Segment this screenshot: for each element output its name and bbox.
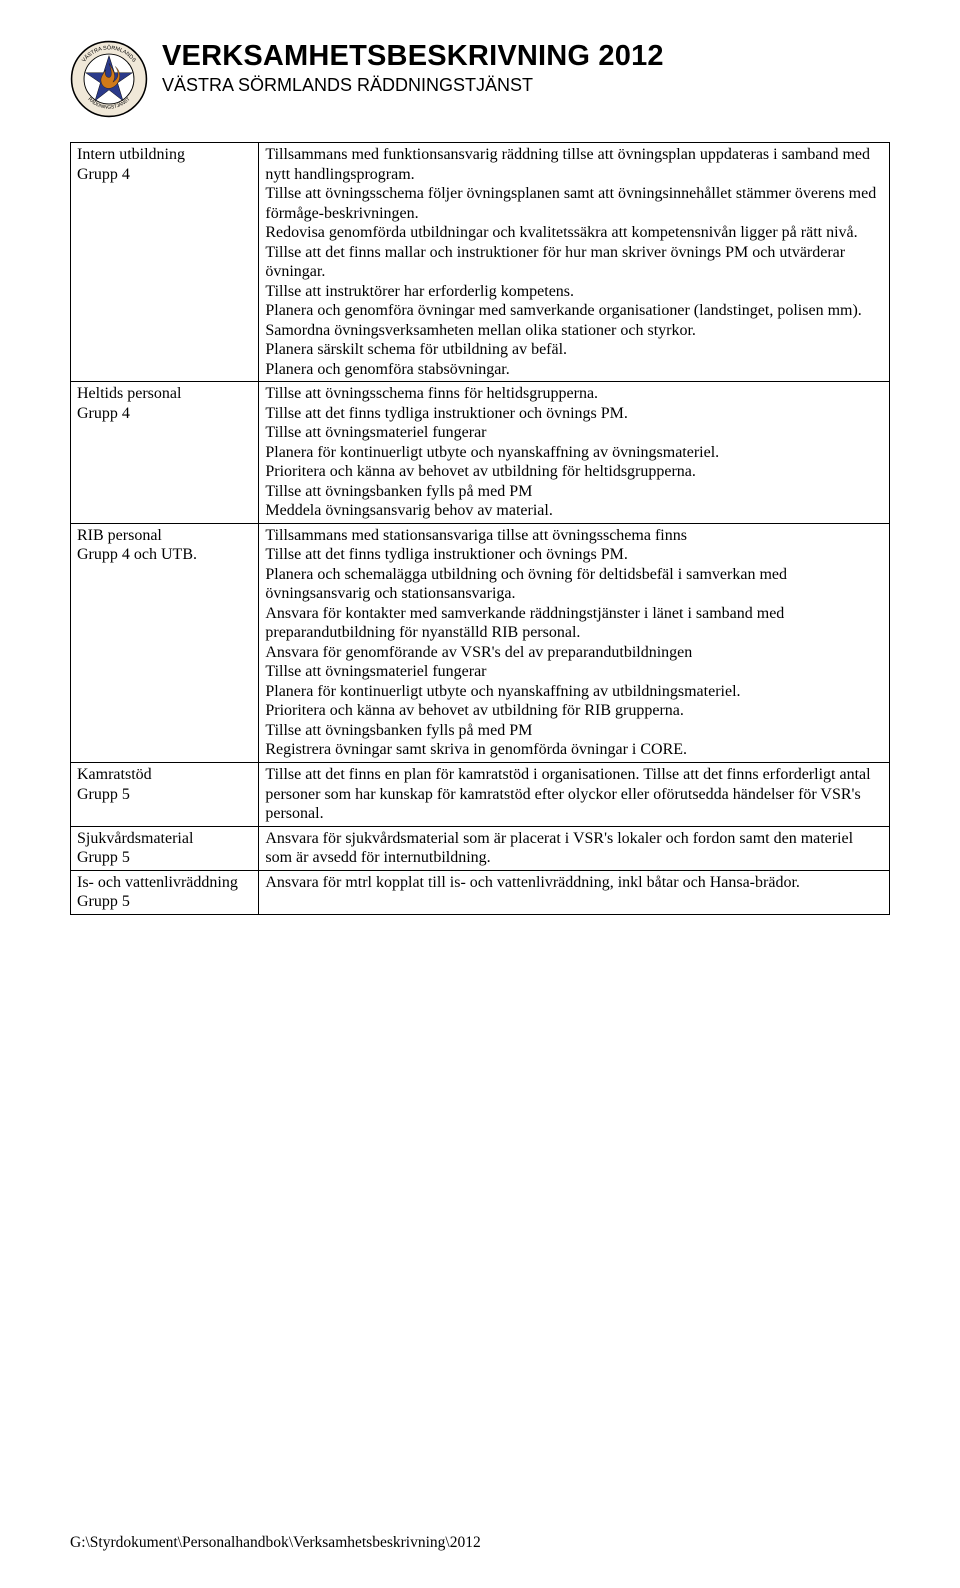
row-content-cell: Ansvara för mtrl kopplat till is- och va… (259, 870, 890, 914)
row-label-cell: Intern utbildningGrupp 4 (71, 143, 259, 382)
table-row: SjukvårdsmaterialGrupp 5Ansvara för sjuk… (71, 826, 890, 870)
row-label-line: Is- och vattenlivräddning (77, 873, 252, 893)
footer-path: G:\Styrdokument\Personalhandbok\Verksamh… (70, 1534, 481, 1552)
row-content-line: Planera särskilt schema för utbildning a… (265, 340, 883, 360)
row-content-line: Samordna övningsverksamheten mellan olik… (265, 321, 883, 341)
row-content-cell: Tillsammans med funktionsansvarig räddni… (259, 143, 890, 382)
row-label-line: Intern utbildning (77, 145, 252, 165)
page: VÄSTRA SÖRMLANDS RÄDDNINGSTJÄNST VERKSAM… (0, 0, 960, 1588)
row-content-line: Tillse att övningsbanken fylls på med PM (265, 482, 883, 502)
row-label-line: Grupp 4 och UTB. (77, 545, 252, 565)
row-content-cell: Tillsammans med stationsansvariga tillse… (259, 523, 890, 762)
row-content-line: Redovisa genomförda utbildningar och kva… (265, 223, 883, 243)
logo-svg: VÄSTRA SÖRMLANDS RÄDDNINGSTJÄNST (70, 40, 148, 118)
row-label-cell: SjukvårdsmaterialGrupp 5 (71, 826, 259, 870)
row-label-line: RIB personal (77, 526, 252, 546)
row-content-line: Meddela övningsansvarig behov av materia… (265, 501, 883, 521)
row-content-line: Planera för kontinuerligt utbyte och nya… (265, 443, 883, 463)
row-label-line: Grupp 5 (77, 848, 252, 868)
content-table: Intern utbildningGrupp 4Tillsammans med … (70, 142, 890, 915)
row-content-line: Registrera övningar samt skriva in genom… (265, 740, 883, 760)
row-label-cell: KamratstödGrupp 5 (71, 762, 259, 826)
row-label-line: Sjukvårdsmaterial (77, 829, 252, 849)
row-content-line: Ansvara för mtrl kopplat till is- och va… (265, 873, 883, 893)
row-content-line: Tillse att övningsschema följer övningsp… (265, 184, 883, 223)
row-label-line: Kamratstöd (77, 765, 252, 785)
row-content-line: Tillse att övningsmateriel fungerar (265, 662, 883, 682)
doc-title: VERKSAMHETSBESKRIVNING 2012 (162, 40, 890, 73)
row-content-line: Ansvara för genomförande av VSR's del av… (265, 643, 883, 663)
row-content-line: Tillse att det finns en plan för kamrats… (265, 765, 883, 824)
row-content-line: Prioritera och känna av behovet av utbil… (265, 462, 883, 482)
row-content-cell: Tillse att det finns en plan för kamrats… (259, 762, 890, 826)
row-label-line: Grupp 5 (77, 785, 252, 805)
table-row: KamratstödGrupp 5Tillse att det finns en… (71, 762, 890, 826)
row-content-line: Tillse att övningsschema finns för helti… (265, 384, 883, 404)
doc-subtitle: VÄSTRA SÖRMLANDS RÄDDNINGSTJÄNST (162, 75, 890, 96)
row-content-line: Tillse att övningsbanken fylls på med PM (265, 721, 883, 741)
row-content-line: Tillse att instruktörer har erforderlig … (265, 282, 883, 302)
row-label-cell: RIB personalGrupp 4 och UTB. (71, 523, 259, 762)
row-label-line: Heltids personal (77, 384, 252, 404)
row-content-line: Tillsammans med funktionsansvarig räddni… (265, 145, 883, 184)
row-content-line: Planera och genomföra stabsövningar. (265, 360, 883, 380)
row-label-line: Grupp 4 (77, 165, 252, 185)
row-content-cell: Ansvara för sjukvårdsmaterial som är pla… (259, 826, 890, 870)
row-content-line: Tillse att det finns mallar och instrukt… (265, 243, 883, 282)
table-row: RIB personalGrupp 4 och UTB. Tillsammans … (71, 523, 890, 762)
row-content-line: Ansvara för kontakter med samverkande rä… (265, 604, 883, 643)
table-row: Intern utbildningGrupp 4Tillsammans med … (71, 143, 890, 382)
row-content-line: Planera och genomföra övningar med samve… (265, 301, 883, 321)
row-label-line: Grupp 4 (77, 404, 252, 424)
header: VÄSTRA SÖRMLANDS RÄDDNINGSTJÄNST VERKSAM… (70, 40, 890, 118)
table-row: Is- och vattenlivräddningGrupp 5 Ansvara … (71, 870, 890, 914)
row-label-line: Grupp 5 (77, 892, 252, 912)
row-content-line: Tillse att övningsmateriel fungerar (265, 423, 883, 443)
title-block: VERKSAMHETSBESKRIVNING 2012 VÄSTRA SÖRML… (162, 40, 890, 96)
row-label-cell: Heltids personalGrupp 4 (71, 382, 259, 524)
row-label-cell: Is- och vattenlivräddningGrupp 5 (71, 870, 259, 914)
org-logo: VÄSTRA SÖRMLANDS RÄDDNINGSTJÄNST (70, 40, 148, 118)
row-content-line: Ansvara för sjukvårdsmaterial som är pla… (265, 829, 883, 868)
row-content-line: Planera och schemalägga utbildning och ö… (265, 565, 883, 604)
table-row: Heltids personalGrupp 4 Tillse att övning… (71, 382, 890, 524)
row-content-line: Prioritera och känna av behovet av utbil… (265, 701, 883, 721)
row-content-line: Planera för kontinuerligt utbyte och nya… (265, 682, 883, 702)
row-content-line: Tillse att det finns tydliga instruktion… (265, 404, 883, 424)
row-content-line: Tillsammans med stationsansvariga tillse… (265, 526, 883, 546)
row-content-line: Tillse att det finns tydliga instruktion… (265, 545, 883, 565)
row-content-cell: Tillse att övningsschema finns för helti… (259, 382, 890, 524)
